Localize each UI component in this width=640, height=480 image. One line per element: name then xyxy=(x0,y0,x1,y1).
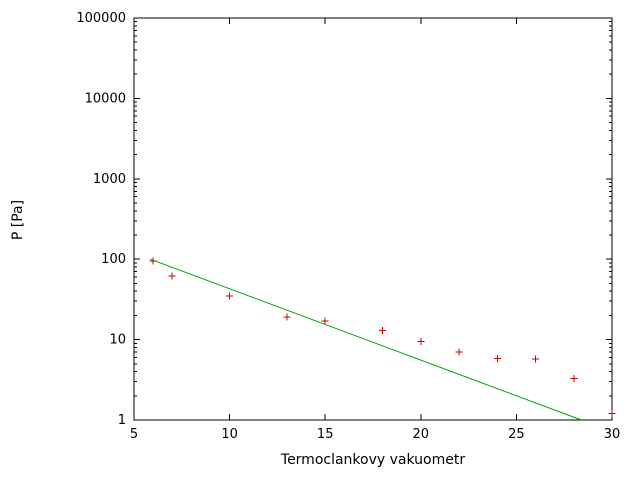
x-tick-label: 30 xyxy=(604,427,621,442)
x-tick-label: 25 xyxy=(508,427,525,442)
plot-border xyxy=(133,17,613,421)
x-tick-label: 15 xyxy=(317,427,334,442)
x-tick-label: 20 xyxy=(413,427,430,442)
y-tick-label: 10000 xyxy=(85,91,126,106)
y-axis-label: P [Pa] xyxy=(10,199,26,241)
x-tick-label: 10 xyxy=(221,427,238,442)
y-tick-label: 10 xyxy=(109,333,126,348)
fit-line xyxy=(150,258,582,421)
x-tick-label: 5 xyxy=(130,427,138,442)
y-tick-label: 100000 xyxy=(76,11,126,26)
y-tick-label: 1 xyxy=(118,413,126,428)
y-tick-label: 100 xyxy=(101,252,126,267)
y-tick-label: 1000 xyxy=(93,172,126,187)
x-axis-label: Termoclankovy vakuometr xyxy=(280,452,466,468)
